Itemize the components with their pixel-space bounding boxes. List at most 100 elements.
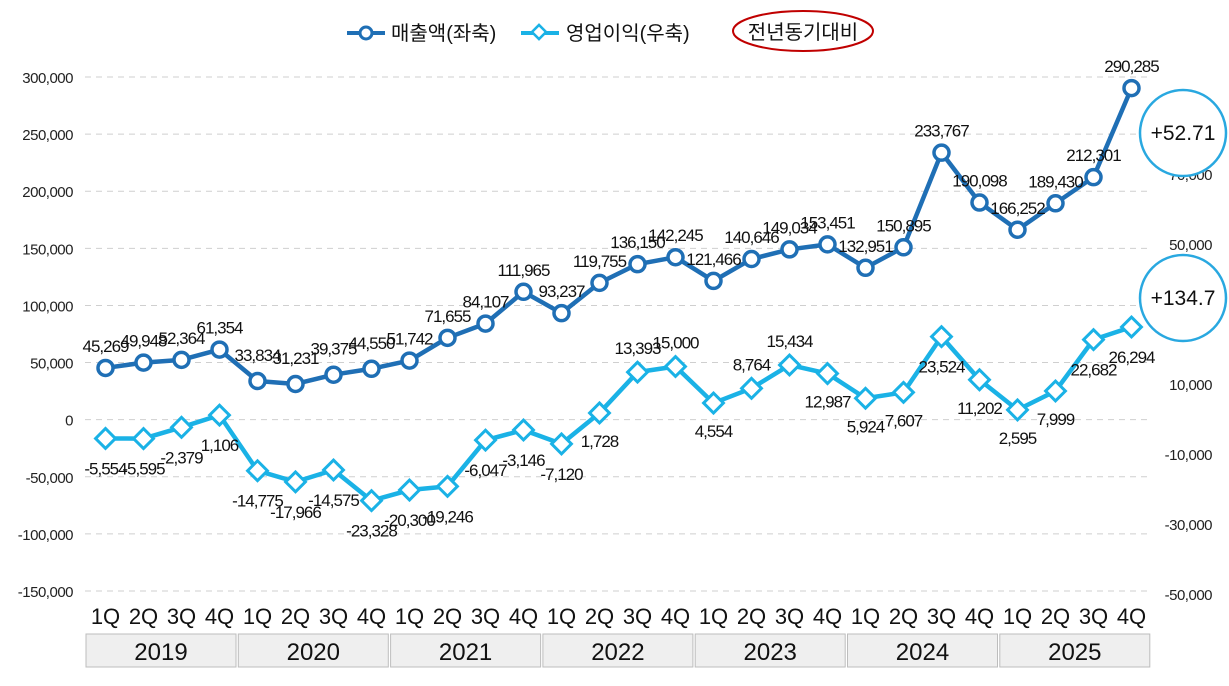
revenue-data-label: 149,034 [762,218,817,237]
quarter-label: 4Q [965,604,994,629]
profit-point [625,360,650,385]
revenue-point [818,235,837,254]
profit-data-label: -14,575 [308,491,359,510]
revenue-data-label: 140,646 [724,228,779,247]
revenue-data-label: 166,252 [990,199,1045,218]
revenue-data-label: 71,655 [425,307,472,326]
revenue-data-label: 93,237 [539,282,586,301]
quarter-label: 4Q [1117,604,1146,629]
profit-data-label: -23,328 [346,522,397,541]
quarter-label: 1Q [547,604,576,629]
left-axis: 300,000 250,000 200,000 150,000 100,000 50,00… [18,70,74,601]
revenue-data-label: 290,285 [1104,57,1159,76]
profit-point [701,391,726,416]
revenue-point [590,273,609,293]
quarter-label: 1Q [851,604,880,629]
left-axis-tick-label: 300,000 [22,70,73,87]
revenue-point [172,350,191,370]
revenue-data-label: 39,375 [311,340,358,359]
profit-point [397,478,422,503]
revenue-point [1084,167,1103,187]
revenue-point [894,238,913,257]
revenue-data-label: 51,742 [387,330,434,349]
legend-revenue-marker [358,25,374,41]
revenue-data-label: 121,466 [686,250,741,269]
revenue-point [1008,220,1027,240]
profit-point [587,400,612,425]
profit-data-label: 1,728 [581,432,619,451]
revenue-data-label: 45,269 [83,337,130,356]
profit-data-label: 12,987 [805,393,852,412]
profit-data-label: -6,047 [464,461,507,480]
revenue-point [134,353,153,372]
right-axis-tick-label: -50,000 [1165,587,1213,604]
quarter-label: 2Q [889,604,918,629]
profit-data-label: -7,120 [540,465,583,484]
profit-point [283,469,308,494]
revenue-data-label: 189,430 [1028,172,1083,191]
profit-yoy-badge-circle [1138,253,1228,343]
quarter-label: 1Q [395,604,424,629]
profit-data-label: -14,775 [232,492,283,511]
quarter-label: 2Q [129,604,158,629]
left-axis-tick-label: 150,000 [22,241,73,258]
left-axis-tick-label: 50,000 [30,356,73,373]
profit-point [967,367,992,392]
revenue-point [438,328,457,348]
profit-data-label: 22,682 [1071,361,1118,380]
revenue-point [1046,194,1065,213]
profit-point [435,474,460,499]
year-label: 2025 [1048,639,1101,666]
profit-point [929,324,954,349]
revenue-point [628,254,647,274]
year-cell [237,633,389,668]
profit-data-label: 11,202 [957,399,1002,418]
revenue-data-label: 52,364 [159,329,206,348]
quarter-label: 2Q [585,604,614,629]
year-cell [999,633,1151,668]
revenue-data-label: 150,895 [876,216,931,235]
legend-profit-marker [530,23,548,41]
revenue-data-label: 212,301 [1066,146,1121,165]
revenue-data-label: 233,767 [914,122,969,141]
profit-point [131,426,156,451]
revenue-data-label: 132,951 [838,237,893,256]
profit-data-label: 2,595 [999,429,1037,448]
revenue-point [780,240,799,259]
profit-data-label: 8,764 [733,355,771,374]
revenue-line [105,87,1134,387]
legend-revenue: 매출액(좌축) [347,22,496,45]
profit-yoy-badge: +134.7 [1138,253,1228,343]
revenue-point [324,365,343,384]
year-label: 2024 [896,639,949,666]
quarter-label: 4Q [509,604,538,629]
profit-point [207,403,232,428]
profit-point [663,354,688,379]
quarter-label: 4Q [813,604,842,629]
revenue-point [932,143,951,162]
quarter-label: 3Q [471,604,500,629]
year-cell [85,633,237,668]
year-label: 2021 [439,639,492,666]
profit-line [105,324,1133,503]
revenue-yoy-badge-circle [1138,88,1228,178]
profit-point [321,457,346,483]
profit-data-label: 13,393 [615,339,662,358]
revenue-point [704,271,723,291]
revenue-data-label: 136,150 [610,233,665,252]
revenue-point [96,358,115,378]
revenue-data-label: 33,834 [235,346,282,365]
profit-data-label: 1,106 [201,436,239,455]
profit-point [1043,378,1068,404]
profit-data-label: -19,246 [422,507,473,526]
profit-data-label: 5,924 [847,417,885,436]
left-axis-tick-label: -150,000 [18,584,73,601]
quarter-label: 1Q [699,604,728,629]
left-axis-tick-label: -100,000 [18,527,73,544]
quarter-label: 2Q [1041,604,1070,629]
profit-data-label: -17,966 [270,503,321,522]
profit-data-label: -3,146 [502,451,545,470]
quarter-label: 2Q [737,604,766,629]
year-label: 2023 [744,639,797,666]
